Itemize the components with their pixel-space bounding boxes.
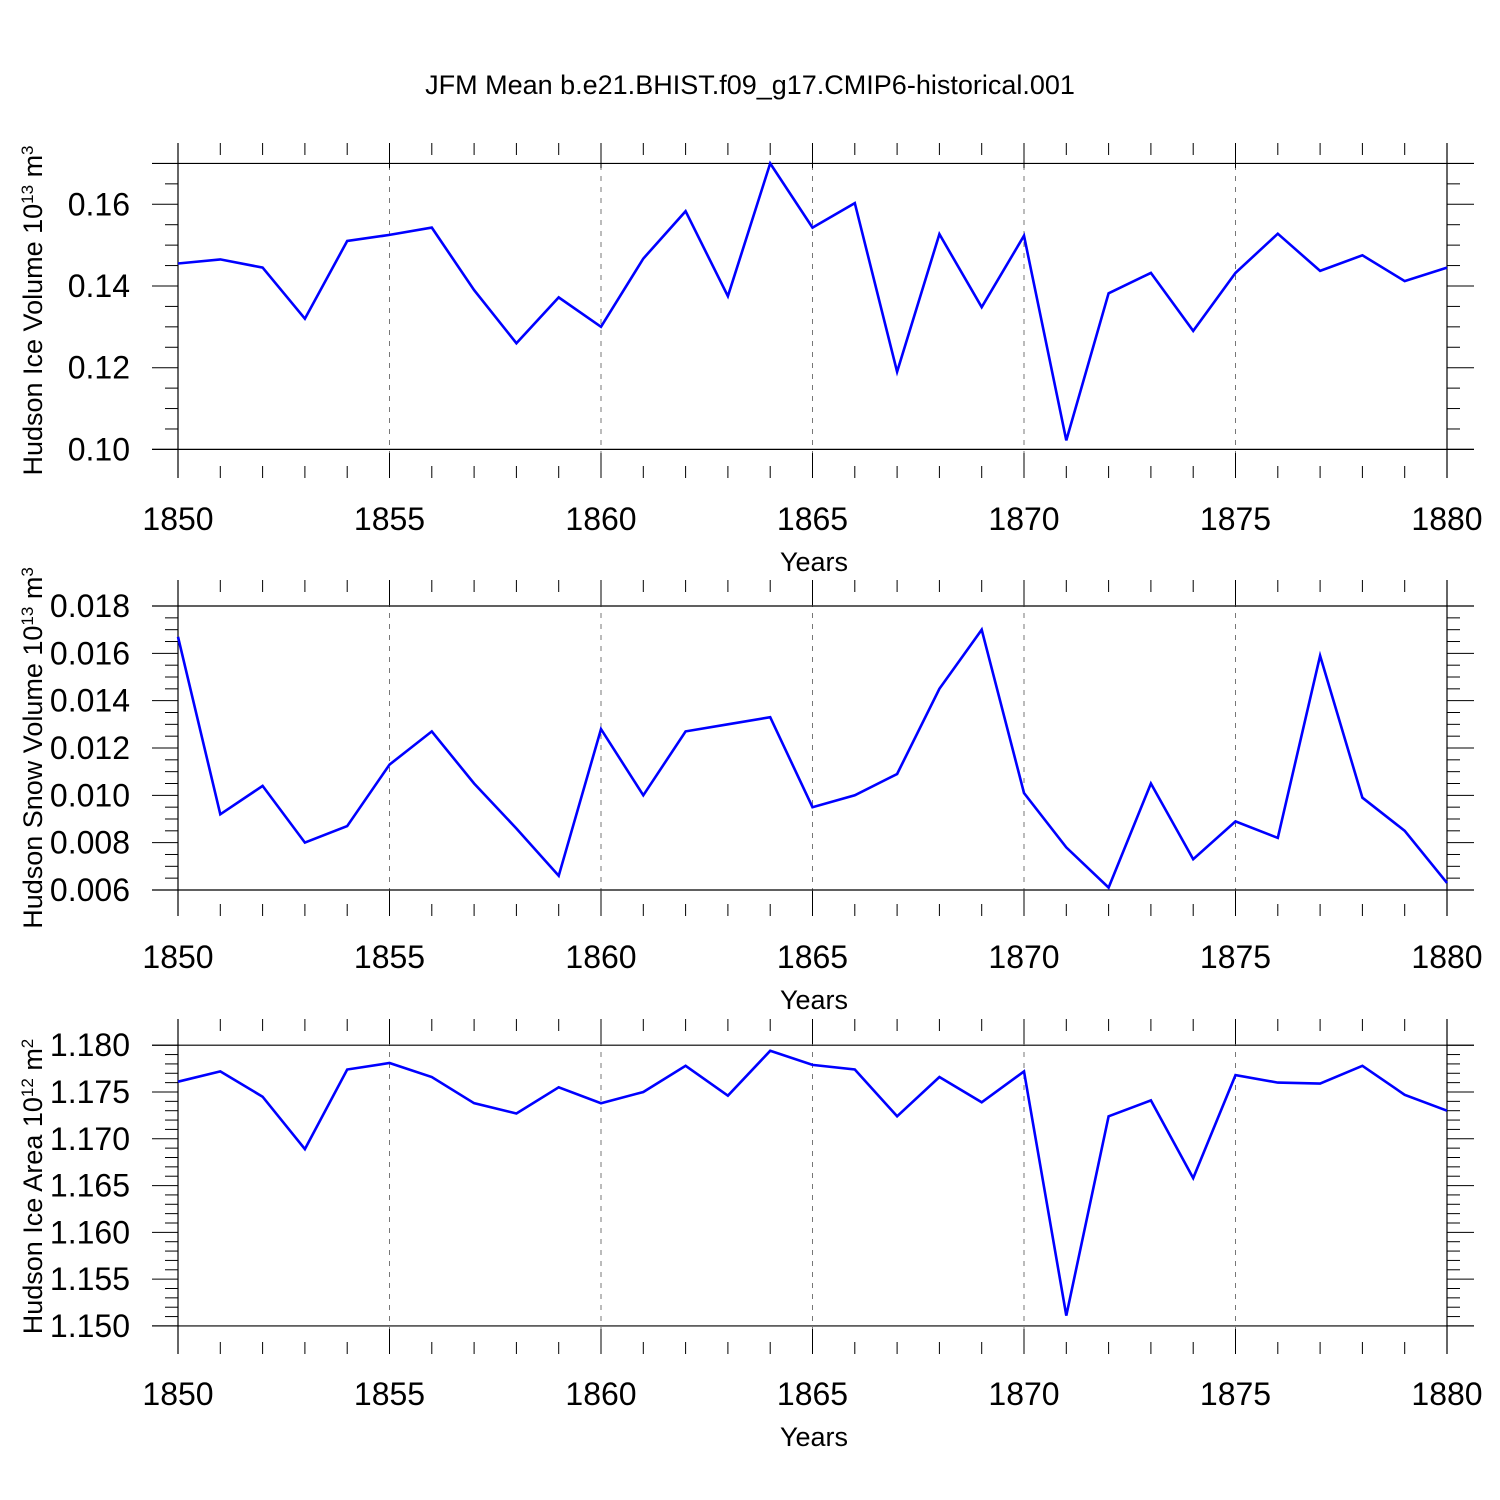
y-axis-title: Hudson Ice Volume 1013 m3 [18,145,49,475]
y-tick-label: 0.012 [50,730,130,766]
y-tick-label: 1.150 [50,1308,130,1344]
x-tick-label: 1870 [988,939,1059,975]
hudson-snow-volume-series-line [176,626,1449,890]
x-tick-label: 1860 [565,501,636,537]
x-tick-label: 1855 [354,939,425,975]
y-tick-label: 0.16 [68,186,130,222]
x-tick-label: 1875 [1200,939,1271,975]
y-tick-label: 0.006 [50,872,130,908]
x-tick-label: 1880 [1411,939,1482,975]
x-tick-label: 1870 [988,501,1059,537]
y-tick-label: 0.014 [50,683,130,719]
y-tick-label: 1.170 [50,1121,130,1157]
y-tick-label: 1.175 [50,1074,130,1110]
y-axis-title: Hudson Snow Volume 1013 m3 [18,567,49,929]
y-tick-label: 0.018 [50,588,130,624]
y-tick-label: 0.008 [50,825,130,861]
x-tick-label: 1870 [988,1376,1059,1412]
x-tick-label: 1865 [777,939,848,975]
x-tick-label: 1865 [777,1376,848,1412]
hudson-ice-volume-series-line [177,160,1448,441]
x-axis-title: Years [780,1422,848,1452]
x-tick-label: 1860 [565,1376,636,1412]
y-tick-label: 0.14 [68,268,130,304]
y-tick-label: 0.010 [50,777,130,813]
y-tick-label: 1.160 [50,1214,130,1250]
y-tick-label: 1.165 [50,1168,130,1204]
x-axis-title: Years [780,547,848,577]
x-tick-label: 1855 [354,501,425,537]
x-axis-title: Years [780,985,848,1015]
chart-title: JFM Mean b.e21.BHIST.f09_g17.CMIP6-histo… [425,70,1075,100]
x-tick-label: 1855 [354,1376,425,1412]
x-tick-label: 1880 [1411,501,1482,537]
x-tick-label: 1880 [1411,1376,1482,1412]
y-tick-label: 0.10 [68,431,130,467]
x-tick-label: 1875 [1200,501,1271,537]
y-tick-label: 1.180 [50,1027,130,1063]
x-tick-label: 1850 [142,501,213,537]
x-tick-label: 1860 [565,939,636,975]
hudson-ice-area-series-line [177,1049,1448,1316]
x-tick-label: 1875 [1200,1376,1271,1412]
y-tick-label: 0.016 [50,635,130,671]
y-axis-title: Hudson Ice Area 1012 m2 [18,1039,49,1335]
x-tick-label: 1850 [142,939,213,975]
x-tick-label: 1850 [142,1376,213,1412]
y-tick-label: 1.155 [50,1261,130,1297]
x-tick-label: 1865 [777,501,848,537]
y-tick-label: 0.12 [68,350,130,386]
